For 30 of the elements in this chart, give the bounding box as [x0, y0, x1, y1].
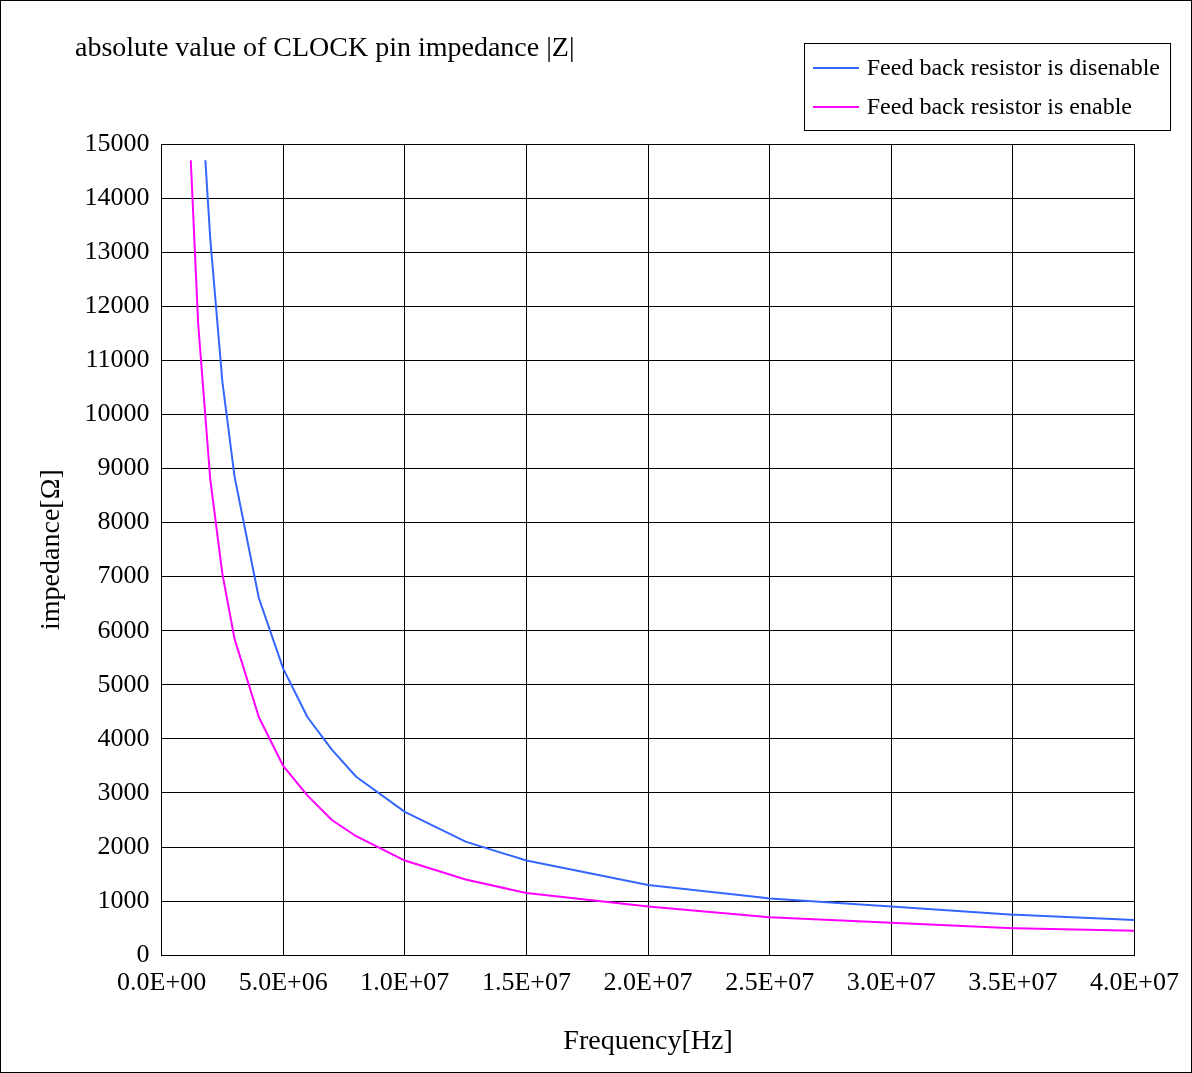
legend-label: Feed back resistor is enable — [866, 93, 1132, 120]
y-tick-label: 8000 — [97, 506, 150, 536]
y-tick-label: 11000 — [85, 344, 150, 374]
x-axis-title: Frequency[Hz] — [563, 1023, 733, 1055]
y-axis-title: impedance[Ω] — [34, 469, 66, 630]
y-tick-label: 9000 — [97, 452, 150, 482]
y-tick-label: 5000 — [97, 668, 150, 698]
y-tick-label: 3000 — [97, 776, 150, 806]
chart-title: absolute value of CLOCK pin impedance |Z| — [75, 31, 575, 63]
x-tick-label: 4.0E+07 — [1089, 966, 1179, 996]
y-tick-label: 2000 — [97, 830, 150, 860]
y-tick-label: 1000 — [97, 884, 150, 914]
y-tick-label: 0 — [136, 939, 150, 969]
x-tick-label: 0.0E+00 — [117, 966, 207, 996]
legend-label: Feed back resistor is disenable — [866, 54, 1160, 81]
x-tick-label: 1.5E+07 — [481, 966, 571, 996]
x-tick-label: 3.5E+07 — [968, 966, 1058, 996]
y-tick-label: 14000 — [84, 181, 150, 211]
x-tick-label: 3.0E+07 — [846, 966, 936, 996]
y-tick-label: 15000 — [84, 127, 150, 157]
y-tick-label: 6000 — [97, 614, 150, 644]
x-tick-label: 2.5E+07 — [725, 966, 815, 996]
y-tick-label: 4000 — [97, 722, 150, 752]
y-tick-label: 12000 — [84, 290, 150, 320]
y-tick-label: 13000 — [84, 235, 150, 265]
x-tick-label: 1.0E+07 — [360, 966, 450, 996]
x-tick-label: 5.0E+06 — [238, 966, 328, 996]
x-tick-label: 2.0E+07 — [603, 966, 693, 996]
y-tick-label: 7000 — [97, 560, 150, 590]
y-tick-label: 10000 — [84, 398, 150, 428]
